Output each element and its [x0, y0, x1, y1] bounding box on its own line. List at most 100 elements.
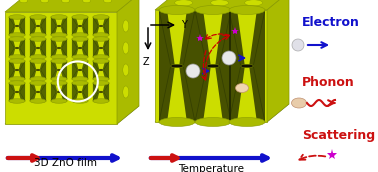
- Ellipse shape: [35, 91, 41, 93]
- Ellipse shape: [51, 55, 67, 59]
- Ellipse shape: [56, 91, 62, 93]
- Polygon shape: [159, 10, 195, 122]
- Polygon shape: [93, 17, 109, 35]
- Text: Phonon: Phonon: [302, 76, 355, 89]
- Polygon shape: [155, 104, 289, 122]
- Ellipse shape: [77, 91, 83, 93]
- Polygon shape: [155, 0, 289, 10]
- Ellipse shape: [98, 69, 104, 71]
- Polygon shape: [9, 83, 15, 101]
- Polygon shape: [51, 39, 67, 57]
- Polygon shape: [102, 83, 109, 101]
- Ellipse shape: [241, 64, 253, 68]
- Polygon shape: [93, 39, 99, 57]
- Polygon shape: [9, 61, 15, 79]
- Polygon shape: [40, 39, 46, 57]
- Polygon shape: [9, 39, 15, 57]
- Polygon shape: [30, 61, 46, 79]
- Circle shape: [186, 64, 200, 78]
- Polygon shape: [9, 83, 25, 101]
- Ellipse shape: [229, 117, 265, 126]
- Ellipse shape: [14, 47, 20, 49]
- Polygon shape: [72, 17, 78, 35]
- Ellipse shape: [72, 33, 88, 37]
- Ellipse shape: [9, 33, 25, 37]
- Polygon shape: [82, 61, 88, 79]
- Polygon shape: [5, 0, 139, 12]
- Ellipse shape: [35, 47, 41, 49]
- Polygon shape: [19, 61, 25, 79]
- Polygon shape: [30, 39, 36, 57]
- Ellipse shape: [14, 25, 20, 27]
- Polygon shape: [72, 39, 88, 57]
- Polygon shape: [51, 83, 67, 101]
- Ellipse shape: [51, 81, 67, 85]
- Ellipse shape: [30, 55, 46, 59]
- Ellipse shape: [72, 59, 88, 63]
- Polygon shape: [40, 83, 46, 101]
- Ellipse shape: [93, 15, 109, 19]
- Circle shape: [292, 39, 304, 51]
- Polygon shape: [155, 10, 267, 122]
- Ellipse shape: [35, 25, 41, 27]
- Polygon shape: [51, 61, 57, 79]
- Polygon shape: [30, 39, 46, 57]
- Ellipse shape: [9, 55, 25, 59]
- Ellipse shape: [207, 64, 219, 68]
- Ellipse shape: [291, 98, 307, 108]
- Polygon shape: [72, 17, 88, 35]
- Text: Scattering: Scattering: [302, 128, 375, 142]
- Ellipse shape: [211, 0, 229, 6]
- Ellipse shape: [72, 81, 88, 85]
- Ellipse shape: [35, 69, 41, 71]
- Ellipse shape: [72, 37, 88, 41]
- Polygon shape: [72, 83, 88, 101]
- Polygon shape: [19, 39, 25, 57]
- Ellipse shape: [56, 25, 62, 27]
- Polygon shape: [9, 17, 15, 35]
- Polygon shape: [9, 61, 25, 79]
- Ellipse shape: [51, 77, 67, 81]
- Ellipse shape: [93, 59, 109, 63]
- Polygon shape: [5, 12, 117, 124]
- Ellipse shape: [175, 0, 193, 6]
- Ellipse shape: [93, 81, 109, 85]
- Ellipse shape: [93, 55, 109, 59]
- Ellipse shape: [93, 99, 109, 103]
- Polygon shape: [30, 83, 46, 101]
- Polygon shape: [30, 17, 36, 35]
- Ellipse shape: [72, 15, 88, 19]
- Polygon shape: [195, 10, 211, 122]
- Ellipse shape: [98, 47, 104, 49]
- Ellipse shape: [77, 25, 83, 27]
- Ellipse shape: [30, 99, 46, 103]
- Ellipse shape: [159, 6, 195, 14]
- Ellipse shape: [123, 20, 129, 32]
- Ellipse shape: [245, 0, 263, 6]
- Polygon shape: [82, 83, 88, 101]
- Ellipse shape: [235, 83, 248, 93]
- Ellipse shape: [30, 37, 46, 41]
- Polygon shape: [179, 10, 195, 122]
- Ellipse shape: [9, 99, 25, 103]
- Ellipse shape: [93, 37, 109, 41]
- Polygon shape: [93, 61, 99, 79]
- Ellipse shape: [98, 91, 104, 93]
- Polygon shape: [51, 17, 57, 35]
- Ellipse shape: [229, 6, 265, 14]
- Ellipse shape: [30, 59, 46, 63]
- Polygon shape: [60, 83, 67, 101]
- Polygon shape: [102, 17, 109, 35]
- Ellipse shape: [72, 77, 88, 81]
- Polygon shape: [82, 17, 88, 35]
- Polygon shape: [30, 61, 36, 79]
- Ellipse shape: [40, 0, 49, 3]
- Polygon shape: [72, 61, 88, 79]
- Polygon shape: [102, 39, 109, 57]
- Polygon shape: [30, 17, 46, 35]
- Ellipse shape: [56, 47, 62, 49]
- Text: Electron: Electron: [302, 15, 360, 29]
- Ellipse shape: [123, 42, 129, 54]
- Polygon shape: [229, 10, 265, 122]
- Polygon shape: [9, 39, 25, 57]
